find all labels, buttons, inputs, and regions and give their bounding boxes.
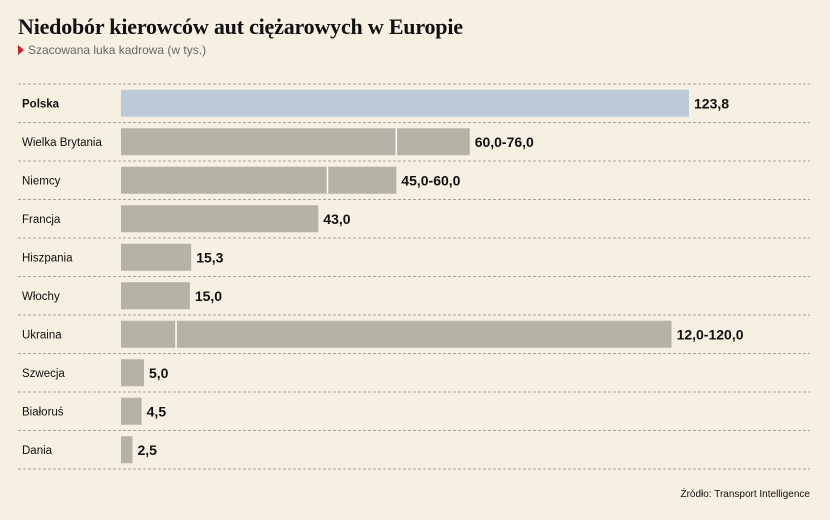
chart-subtitle: Szacowana luka kadrowa (w tys.) bbox=[18, 43, 206, 57]
value-label: 15,3 bbox=[196, 249, 223, 265]
category-label: Niemcy bbox=[22, 175, 61, 187]
chart-subtitle-text: Szacowana luka kadrowa (w tys.) bbox=[28, 43, 207, 57]
value-label: 43,0 bbox=[323, 211, 350, 227]
category-label: Białoruś bbox=[22, 406, 64, 418]
category-label: Polska bbox=[22, 98, 60, 110]
category-label: Francja bbox=[22, 214, 61, 226]
bar bbox=[121, 397, 142, 425]
bar bbox=[121, 243, 192, 271]
source-note: Źródło: Transport Intelligence bbox=[680, 489, 810, 500]
value-label: 15,0 bbox=[195, 288, 222, 304]
bar bbox=[121, 166, 397, 194]
category-label: Wielka Brytania bbox=[22, 137, 102, 149]
chart-title: Niedobór kierowców aut ciężarowych w Eur… bbox=[18, 14, 463, 39]
bar bbox=[121, 359, 144, 387]
category-label: Szwecja bbox=[22, 368, 65, 380]
category-label: Dania bbox=[22, 445, 53, 457]
bar bbox=[121, 128, 470, 156]
value-label: 45,0-60,0 bbox=[401, 172, 460, 188]
bar bbox=[121, 436, 133, 464]
value-label: 5,0 bbox=[149, 365, 169, 381]
value-label: 2,5 bbox=[137, 442, 157, 458]
bar bbox=[121, 89, 689, 117]
bar bbox=[121, 282, 190, 310]
value-label: 4,5 bbox=[147, 403, 167, 419]
category-label: Ukraina bbox=[22, 329, 62, 341]
value-label: 12,0-120,0 bbox=[677, 326, 744, 342]
category-label: Hiszpania bbox=[22, 252, 73, 264]
triangle-marker-icon bbox=[18, 45, 24, 55]
bar bbox=[121, 205, 319, 233]
category-label: Włochy bbox=[22, 291, 60, 303]
value-label: 60,0-76,0 bbox=[475, 134, 534, 150]
value-label: 123,8 bbox=[694, 95, 729, 111]
bar bbox=[121, 320, 672, 348]
